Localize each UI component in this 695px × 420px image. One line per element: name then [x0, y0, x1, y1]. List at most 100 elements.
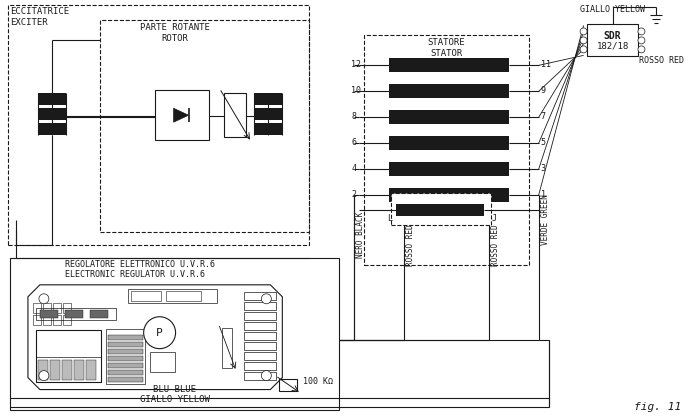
- Bar: [90, 310, 108, 318]
- Text: NERO BLACK: NERO BLACK: [356, 212, 365, 258]
- Bar: [245, 372, 277, 380]
- Bar: [245, 362, 277, 370]
- Circle shape: [39, 370, 49, 381]
- Bar: [108, 377, 142, 382]
- Text: ECCITATRICE
EXCITER: ECCITATRICE EXCITER: [10, 8, 69, 27]
- Text: 6: 6: [351, 138, 356, 147]
- Circle shape: [638, 46, 645, 53]
- Bar: [108, 335, 142, 340]
- Text: 100 KΩ: 100 KΩ: [303, 377, 334, 386]
- Bar: [224, 93, 247, 137]
- Bar: [36, 308, 116, 320]
- Text: 182/18: 182/18: [596, 42, 629, 51]
- Bar: [38, 360, 48, 380]
- Bar: [108, 349, 142, 354]
- Bar: [364, 35, 529, 265]
- Bar: [245, 312, 277, 320]
- Bar: [389, 188, 509, 202]
- Text: ROSSO RED: ROSSO RED: [491, 224, 500, 266]
- Circle shape: [261, 370, 271, 381]
- Text: 3: 3: [541, 164, 546, 173]
- Text: GIALLO YELLOW: GIALLO YELLOW: [140, 394, 209, 404]
- Bar: [50, 360, 60, 380]
- Bar: [389, 162, 509, 176]
- Text: fig. 11: fig. 11: [634, 402, 681, 412]
- Text: REGOLATORE ELETTRONICO U.V.R.6
ELECTRONIC REGULATOR U.V.R.6: REGOLATORE ELETTRONICO U.V.R.6 ELECTRONI…: [65, 260, 215, 279]
- Bar: [8, 5, 309, 245]
- Bar: [33, 303, 41, 313]
- Bar: [389, 136, 509, 150]
- Text: 2: 2: [351, 189, 356, 199]
- Bar: [389, 58, 509, 72]
- Bar: [391, 193, 491, 225]
- Text: 12: 12: [351, 60, 361, 69]
- Text: 9: 9: [541, 86, 546, 95]
- Circle shape: [580, 37, 587, 44]
- Text: 1: 1: [541, 189, 546, 199]
- Bar: [36, 330, 101, 382]
- Text: ROSSO RED: ROSSO RED: [639, 56, 685, 65]
- Bar: [53, 315, 61, 325]
- Polygon shape: [174, 108, 188, 122]
- Bar: [245, 342, 277, 350]
- Circle shape: [144, 317, 176, 349]
- Bar: [245, 332, 277, 340]
- Bar: [108, 356, 142, 361]
- Bar: [108, 362, 142, 368]
- Bar: [108, 370, 142, 375]
- Bar: [74, 360, 84, 380]
- Circle shape: [39, 294, 49, 304]
- Bar: [222, 328, 232, 368]
- Bar: [38, 123, 66, 135]
- Bar: [38, 93, 66, 105]
- Bar: [131, 291, 161, 301]
- Bar: [254, 108, 282, 120]
- Bar: [389, 84, 509, 98]
- Bar: [165, 291, 201, 301]
- Bar: [396, 204, 484, 216]
- Bar: [245, 322, 277, 330]
- Text: 8: 8: [351, 112, 356, 121]
- Text: 11: 11: [541, 60, 550, 69]
- Bar: [43, 315, 51, 325]
- Bar: [40, 310, 58, 318]
- Text: PARTE ROTANTE
ROTOR: PARTE ROTANTE ROTOR: [140, 24, 209, 43]
- Bar: [100, 21, 309, 232]
- Bar: [128, 289, 218, 303]
- Bar: [154, 90, 209, 140]
- Bar: [108, 342, 142, 346]
- Bar: [254, 93, 282, 105]
- Bar: [245, 352, 277, 360]
- Bar: [389, 110, 509, 124]
- Text: STATORE
STATOR: STATORE STATOR: [427, 38, 465, 58]
- Polygon shape: [28, 285, 282, 390]
- Bar: [63, 315, 71, 325]
- Circle shape: [580, 28, 587, 35]
- Text: GIALLO YELLOW: GIALLO YELLOW: [580, 5, 645, 15]
- Bar: [62, 360, 72, 380]
- Bar: [587, 24, 639, 56]
- Text: VERDE GREEN: VERDE GREEN: [541, 194, 550, 245]
- Bar: [254, 123, 282, 135]
- Bar: [63, 303, 71, 313]
- Bar: [149, 352, 174, 372]
- Bar: [10, 258, 339, 410]
- Text: P: P: [156, 328, 163, 338]
- Text: L: L: [387, 214, 392, 223]
- Text: 10: 10: [351, 86, 361, 95]
- Circle shape: [638, 28, 645, 35]
- Bar: [106, 329, 145, 383]
- Bar: [65, 310, 83, 318]
- Circle shape: [261, 294, 271, 304]
- Text: 4: 4: [351, 164, 356, 173]
- Bar: [36, 357, 101, 382]
- Bar: [85, 360, 96, 380]
- Bar: [38, 108, 66, 120]
- Text: J: J: [492, 214, 497, 223]
- Bar: [245, 292, 277, 300]
- Bar: [245, 302, 277, 310]
- Text: ROSSO RED: ROSSO RED: [406, 224, 415, 266]
- Bar: [53, 303, 61, 313]
- Circle shape: [638, 37, 645, 44]
- Text: BLU BLUE: BLU BLUE: [153, 385, 196, 394]
